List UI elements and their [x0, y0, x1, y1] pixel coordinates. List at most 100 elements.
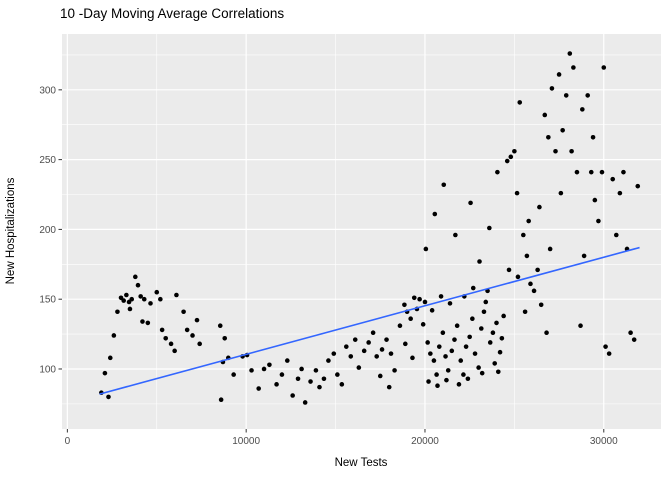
data-point [610, 176, 616, 182]
data-point [423, 246, 429, 252]
data-point [249, 368, 254, 373]
data-point [429, 308, 435, 313]
data-point [302, 400, 308, 405]
data-point [261, 366, 267, 372]
data-point [344, 344, 349, 349]
data-point [441, 182, 447, 188]
data-point [102, 370, 108, 376]
data-point [526, 218, 531, 224]
data-point [432, 211, 438, 217]
data-point [628, 330, 633, 335]
data-point [335, 372, 340, 377]
data-point [106, 394, 111, 400]
data-point [487, 340, 493, 345]
data-point [356, 365, 362, 370]
data-point [115, 309, 120, 315]
data-point [267, 362, 272, 368]
data-point [528, 281, 533, 287]
data-point [172, 348, 177, 354]
data-point [299, 366, 304, 372]
data-point [445, 368, 451, 373]
x-tick-label: 10000 [232, 436, 260, 447]
data-point [549, 86, 555, 91]
data-point [601, 65, 607, 70]
data-point [465, 376, 471, 382]
data-point [148, 301, 153, 306]
data-point [127, 306, 133, 312]
x-tick-label: 0 [65, 436, 71, 447]
data-point [515, 274, 521, 280]
data-point [197, 341, 202, 347]
data-point [181, 309, 186, 315]
data-point [168, 341, 174, 347]
data-point [617, 190, 623, 196]
plot-panel [62, 34, 661, 429]
data-point [517, 100, 523, 105]
data-point [443, 354, 448, 359]
data-point [461, 372, 466, 377]
data-point [159, 327, 165, 333]
data-point [158, 296, 163, 302]
data-point [426, 379, 431, 384]
data-point [492, 361, 498, 366]
data-point [512, 148, 517, 154]
data-point [452, 337, 457, 342]
y-tick-label: 100 [39, 364, 56, 375]
data-point [308, 379, 313, 384]
data-point [588, 169, 594, 175]
data-point [574, 169, 580, 175]
data-point [592, 197, 598, 203]
data-point [410, 355, 415, 361]
data-point [535, 267, 540, 273]
data-point [428, 351, 433, 356]
data-point [521, 232, 526, 238]
data-point [501, 313, 506, 319]
data-point [326, 358, 331, 363]
data-point [388, 351, 394, 356]
y-tick-label: 300 [39, 85, 56, 96]
data-point [606, 351, 612, 356]
x-axis-title: New Tests [335, 457, 388, 469]
data-point [481, 309, 487, 315]
data-point [479, 326, 484, 331]
data-point [499, 335, 505, 341]
data-point [384, 337, 389, 342]
data-point [479, 370, 485, 376]
data-point [370, 330, 376, 335]
data-point [563, 93, 569, 98]
data-point [135, 282, 141, 288]
data-point [490, 330, 496, 335]
data-point [444, 377, 449, 383]
data-point [463, 344, 469, 349]
data-point [218, 397, 224, 402]
data-point [454, 323, 460, 329]
data-point [447, 301, 453, 306]
data-point [631, 337, 637, 342]
data-point [154, 289, 160, 295]
data-point [403, 341, 408, 347]
chart-title: 10 -Day Moving Average Correlations [60, 6, 284, 21]
data-point [184, 327, 190, 333]
y-tick-label: 200 [39, 225, 56, 236]
data-point [599, 169, 605, 175]
data-point [558, 190, 564, 196]
y-axis-title: New Hospitalizations [5, 177, 17, 284]
data-point [434, 372, 439, 377]
data-point [603, 344, 608, 349]
data-point [524, 253, 530, 259]
data-point [472, 351, 478, 356]
data-point [596, 218, 601, 224]
data-point [402, 302, 407, 308]
data-point [111, 333, 117, 338]
data-point [590, 134, 596, 140]
data-point [542, 112, 548, 118]
data-point [374, 354, 379, 359]
data-point [506, 267, 512, 273]
y-tick-label: 250 [39, 155, 56, 166]
data-point [435, 383, 440, 389]
data-point [571, 65, 576, 70]
data-point [295, 376, 301, 382]
data-point [495, 369, 501, 375]
data-point [531, 288, 537, 294]
